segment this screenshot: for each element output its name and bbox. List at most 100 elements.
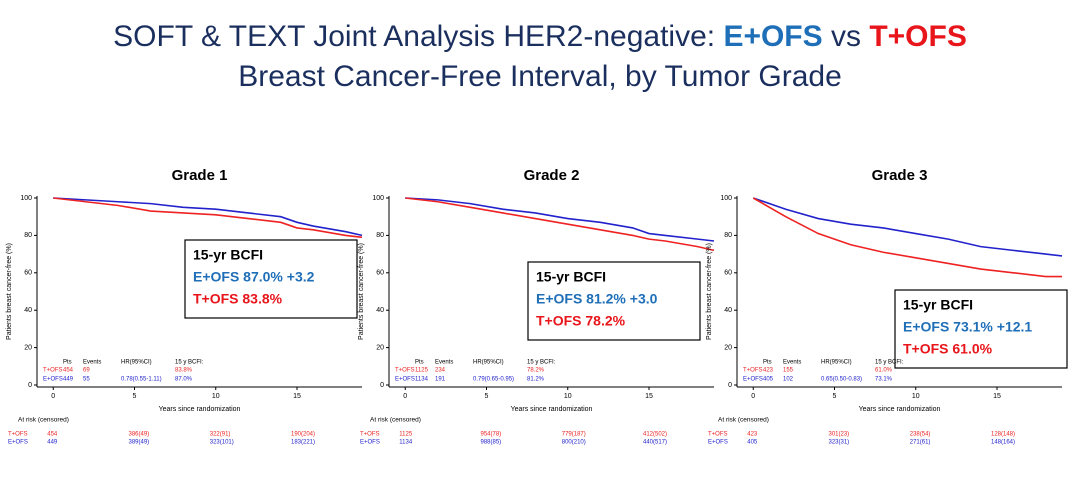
at-risk-count: 454	[47, 432, 58, 438]
at-risk-count: 190(204)	[291, 432, 315, 438]
at-risk-count: 423	[747, 432, 758, 438]
table-cell: 61.0%	[875, 368, 893, 374]
table-cell: 0.65(0.50-0.83)	[821, 377, 862, 383]
at-risk-count: 389(49)	[129, 440, 150, 446]
table-header: HR(95%CI)	[121, 360, 152, 366]
table-cell: 155	[783, 368, 794, 374]
y-tick-label: 20	[724, 344, 732, 351]
at-risk-count: 440(517)	[643, 440, 667, 446]
y-tick-label: 20	[24, 344, 32, 351]
survival-curve	[53, 197, 363, 237]
survival-curve	[405, 197, 715, 242]
at-risk-label: E+OFS	[708, 440, 728, 446]
table-header: HR(95%CI)	[821, 360, 852, 366]
table-cell: 191	[435, 377, 446, 383]
x-tick-label: 5	[833, 393, 837, 400]
y-tick-label: 40	[724, 307, 732, 314]
at-risk-count: 1134	[399, 440, 413, 446]
at-risk-count: 386(49)	[129, 432, 150, 438]
x-tick-label: 5	[133, 393, 137, 400]
chart-title: Grade 1	[172, 167, 228, 184]
table-header: Pts	[415, 360, 424, 366]
title-e: E+OFS	[723, 20, 822, 53]
title-text: SOFT & TEXT Joint Analysis HER2-negative…	[113, 20, 723, 53]
at-risk-count: 449	[47, 440, 58, 446]
table-cell: 423	[763, 368, 774, 374]
annotation-box	[527, 261, 701, 341]
survival-curve	[53, 197, 363, 239]
y-axis-label: Patients breast cancer-free (%)	[6, 243, 13, 340]
y-tick-label: 100	[372, 195, 384, 202]
x-axis-label: Years since randomization	[159, 406, 241, 413]
table-header: Events	[83, 360, 101, 366]
y-tick-label: 0	[728, 382, 732, 389]
at-risk-label: E+OFS	[360, 440, 380, 446]
slide-subtitle: Breast Cancer-Free Interval, by Tumor Gr…	[238, 60, 842, 93]
x-tick-label: 15	[293, 393, 301, 400]
at-risk-count: 988(85)	[481, 440, 502, 446]
annotation-line: E+OFS 87.0% +3.2	[193, 269, 315, 285]
x-tick-label: 10	[912, 393, 920, 400]
table-label: T+OFS	[395, 368, 415, 374]
table-label: E+OFS	[743, 377, 763, 383]
y-tick-label: 0	[28, 382, 32, 389]
table-cell: 1125	[415, 368, 429, 374]
at-risk-count: 238(54)	[910, 432, 931, 438]
at-risk-count: 779(187)	[562, 432, 586, 438]
table-cell: 55	[83, 377, 90, 383]
survival-curve	[752, 197, 1062, 278]
at-risk-count: 301(23)	[829, 432, 850, 438]
y-tick-label: 40	[376, 307, 384, 314]
table-label: E+OFS	[43, 377, 63, 383]
x-tick-label: 10	[212, 393, 220, 400]
table-cell: 0.79(0.65-0.95)	[473, 377, 514, 383]
at-risk-count: 148(164)	[991, 440, 1015, 446]
survival-curve	[752, 197, 1063, 257]
y-tick-label: 40	[24, 307, 32, 314]
at-risk-count: 183(221)	[291, 440, 315, 446]
table-header: Pts	[763, 360, 772, 366]
at-risk-count: 323(31)	[829, 440, 850, 446]
table-cell: 0.78(0.55-1.11)	[121, 377, 162, 383]
title-vs: vs	[823, 20, 870, 53]
table-header: 15 y BCFI:	[527, 360, 556, 366]
table-cell: 234	[435, 368, 446, 374]
at-risk-count: 954(78)	[481, 432, 502, 438]
annotation-line: T+OFS 61.0%	[903, 341, 993, 357]
table-cell: 83.8%	[175, 368, 193, 374]
annotation-box	[894, 289, 1068, 369]
table-header: Pts	[63, 360, 72, 366]
table-header: HR(95%CI)	[473, 360, 504, 366]
at-risk-title: At risk (censored)	[18, 417, 69, 424]
x-tick-label: 0	[403, 393, 407, 400]
at-risk-count: 405	[747, 440, 758, 446]
at-risk-count: 271(61)	[910, 440, 931, 446]
annotation-line: 15-yr BCFI	[903, 297, 973, 313]
x-tick-label: 10	[564, 393, 572, 400]
annotation-line: T+OFS 78.2%	[536, 313, 626, 329]
at-risk-count: 1125	[399, 432, 413, 438]
chart-title: Grade 3	[872, 167, 928, 184]
annotation-line: E+OFS 73.1% +12.1	[903, 319, 1032, 335]
annotation-box	[184, 239, 358, 319]
chart-title: Grade 2	[524, 167, 580, 184]
at-risk-count: 323(101)	[210, 440, 234, 446]
table-cell: 73.1%	[875, 377, 893, 383]
y-tick-label: 60	[724, 270, 732, 277]
at-risk-label: T+OFS	[360, 432, 380, 438]
x-tick-label: 15	[645, 393, 653, 400]
table-cell: 81.2%	[527, 377, 545, 383]
at-risk-label: T+OFS	[708, 432, 728, 438]
x-axis-label: Years since randomization	[511, 406, 593, 413]
y-tick-label: 100	[720, 195, 732, 202]
table-label: T+OFS	[43, 368, 63, 374]
x-tick-label: 15	[993, 393, 1001, 400]
table-cell: 78.2%	[527, 368, 545, 374]
title-t: T+OFS	[869, 20, 967, 53]
table-header: Events	[783, 360, 801, 366]
x-tick-label: 5	[485, 393, 489, 400]
table-label: T+OFS	[743, 368, 763, 374]
y-tick-label: 0	[380, 382, 384, 389]
table-cell: 87.0%	[175, 377, 193, 383]
